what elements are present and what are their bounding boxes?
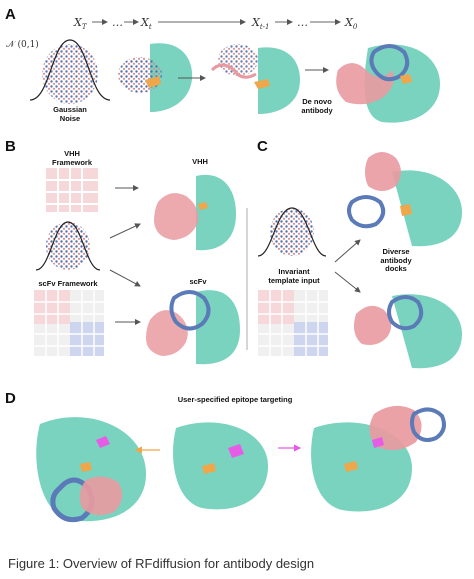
panel-letter-c: C <box>257 138 268 155</box>
panel-letter-b: B <box>5 138 16 155</box>
invariant-template-matrix <box>258 290 328 356</box>
epitope-target-left <box>36 417 146 523</box>
step-ellipsis-1: … <box>112 16 123 29</box>
diffusion-state-xt <box>118 43 193 112</box>
de-novo-antibody-structure <box>336 44 440 123</box>
panel-letter-a: A <box>5 6 16 23</box>
gaussian-noise-label: Gaussian Noise <box>53 105 87 123</box>
epitope-target-center <box>173 422 268 510</box>
step-label-xt: Xt <box>141 16 152 32</box>
step-ellipsis-2: … <box>297 16 308 29</box>
gaussian-noise-blob-b <box>35 221 101 271</box>
figure-caption: Figure 1: Overview of RFdiffusion for an… <box>8 556 315 571</box>
scfv-output-structure <box>146 290 240 365</box>
step-label-xT: XT <box>74 16 87 32</box>
epitope-targeting-title: User-specified epitope targeting <box>177 395 293 404</box>
vhh-framework-label: VHH Framework <box>51 149 93 167</box>
panel-letter-d: D <box>5 390 16 407</box>
scfv-framework-label: scFv Framework <box>38 279 98 288</box>
vhh-output-label: VHH <box>192 157 208 166</box>
vhh-output-structure <box>154 174 236 251</box>
gaussian-noise-blob-c <box>257 207 327 257</box>
vhh-framework-matrix <box>46 168 98 212</box>
step-label-xt-1: Xt-1 <box>252 16 270 32</box>
gaussian-noise-blob <box>29 39 111 104</box>
diverse-docks-label: Diverse antibody docks <box>380 247 412 273</box>
antibody-dock-2 <box>354 294 462 369</box>
invariant-template-label: Invariant template input <box>268 267 320 285</box>
antibody-dock-1 <box>347 152 462 247</box>
scfv-framework-matrix <box>34 290 104 356</box>
step-label-x0: X0 <box>345 16 358 32</box>
normal-distribution-label: 𝒩 (0,1) <box>6 40 39 50</box>
figure-graphics <box>29 19 462 523</box>
de-novo-antibody-label: De novo antibody <box>301 97 333 115</box>
diffusion-state-xt-1 <box>210 44 300 114</box>
epitope-target-right <box>311 405 446 512</box>
scfv-output-label: scFv <box>189 277 207 286</box>
